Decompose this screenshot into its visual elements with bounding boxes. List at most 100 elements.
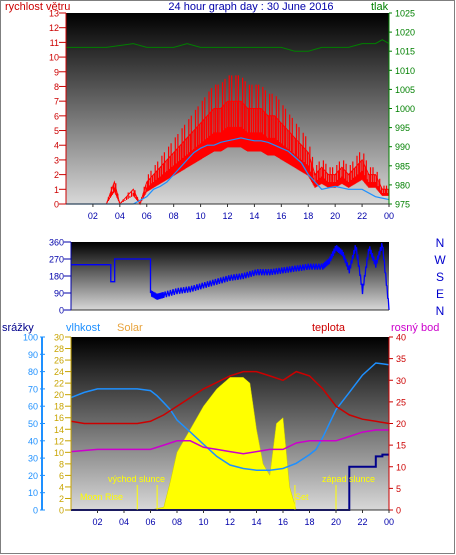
temperature-tick-label: 35 (396, 354, 406, 364)
rain-humidity-tick-label: 70 (28, 384, 38, 394)
humidity-axis-label: vlhkost (66, 322, 100, 334)
bottom-x-tick-label: 18 (304, 517, 314, 527)
pressure-tick-label: 990 (395, 142, 410, 152)
wind-speed-tick-label: 6 (54, 111, 59, 121)
wind-x-tick-label: 16 (276, 211, 286, 221)
wind-x-tick-label: 12 (222, 211, 232, 221)
rain-humidity-tick-label: 0 (33, 506, 38, 516)
rain-humidity-tick-label: 10 (28, 488, 38, 498)
rain-humidity-tick-label: 60 (28, 402, 38, 412)
wind-plot-area (66, 13, 389, 204)
wind-x-tick-label: 02 (88, 211, 98, 221)
bottom-x-tick-label: 14 (251, 517, 261, 527)
wind-speed-tick-label: 12 (49, 23, 59, 33)
wind-x-tick-label: 10 (196, 211, 206, 221)
pressure-tick-label: 1005 (395, 85, 415, 95)
pressure-tick-label: 1025 (395, 9, 415, 19)
bottom-x-tick-label: 04 (119, 517, 129, 527)
compass-letter: E (436, 287, 444, 301)
wind-x-tick-label: 08 (169, 211, 179, 221)
wind-speed-tick-label: 1 (54, 185, 59, 195)
wind-x-tick-label: 04 (115, 211, 125, 221)
rain-humidity-tick-label: 90 (28, 350, 38, 360)
compass-letter: S (436, 270, 444, 284)
temperature-tick-label: 0 (396, 506, 401, 516)
solar-tick-label: 26 (54, 356, 64, 366)
pressure-axis-label: tlak (371, 1, 389, 13)
temperature-tick-label: 25 (396, 397, 406, 407)
pressure-tick-label: 1020 (395, 28, 415, 38)
dewpoint-axis-label: rosný bod (391, 322, 439, 334)
wind-speed-tick-label: 5 (54, 126, 59, 136)
rain-humidity-tick-label: 40 (28, 436, 38, 446)
solar-axis-label: Solar (117, 322, 143, 334)
solar-tick-label: 0 (59, 506, 64, 516)
wind-speed-tick-label: 7 (54, 97, 59, 107)
wind-speed-tick-label: 3 (54, 155, 59, 165)
wind-direction-line (71, 242, 390, 311)
wind-x-tick-label: 22 (357, 211, 367, 221)
solar-tick-label: 12 (54, 436, 64, 446)
pressure-tick-label: 980 (395, 180, 410, 190)
compass-letter: N (436, 304, 445, 318)
wind-x-tick-label: 20 (330, 211, 340, 221)
wind-speed-tick-label: 11 (50, 38, 59, 48)
direction-tick-label: 180 (49, 272, 64, 282)
solar-tick-label: 30 (54, 333, 64, 343)
bottom-x-tick-label: 06 (145, 517, 155, 527)
wind-speed-tick-label: 8 (54, 82, 59, 92)
temperature-line (70, 370, 390, 425)
wind-speed-line (66, 137, 390, 205)
rain-humidity-tick-label: 80 (28, 367, 38, 377)
bottom-x-tick-label: 20 (331, 517, 341, 527)
wind-x-tick-label: 18 (303, 211, 313, 221)
rain-axis-label: srážky (2, 322, 34, 334)
temperature-tick-label: 5 (396, 484, 401, 494)
wind-speed-tick-label: 4 (54, 141, 59, 151)
solar-tick-label: 8 (59, 459, 64, 469)
wind-x-tick-label: 00 (384, 211, 394, 221)
bottom-x-tick-label: 10 (198, 517, 208, 527)
direction-tick-label: 90 (54, 289, 64, 299)
wind-speed-tick-label: 10 (49, 53, 59, 63)
humidity-line (70, 362, 390, 471)
rain-humidity-tick-label: 50 (28, 419, 38, 429)
direction-plot-area (71, 242, 389, 310)
pressure-tick-label: 1015 (395, 47, 415, 57)
direction-tick-label: 0 (59, 306, 64, 316)
wind-speed-tick-label: 0 (54, 200, 59, 210)
moon-rise-annotation: Moon Rise (80, 492, 123, 502)
bottom-x-tick-label: 22 (357, 517, 367, 527)
solar-tick-label: 2 (59, 494, 64, 504)
bottom-x-tick-label: 00 (384, 517, 394, 527)
solar-tick-label: 24 (54, 367, 64, 377)
compass-letter: N (436, 236, 445, 250)
direction-tick-label: 360 (49, 238, 64, 248)
wind-speed-tick-label: 2 (54, 170, 59, 180)
wind-speed-tick-label: 9 (54, 67, 59, 77)
wind-speed-tick-label: 13 (49, 9, 59, 19)
solar-area (124, 377, 310, 511)
bottom-x-tick-label: 16 (278, 517, 288, 527)
temperature-tick-label: 15 (396, 441, 406, 451)
moon-set-annotation: Moon Set (270, 492, 309, 502)
solar-tick-label: 28 (54, 344, 64, 354)
temperature-tick-label: 40 (396, 333, 406, 343)
wind-x-tick-label: 06 (142, 211, 152, 221)
temperature-tick-label: 10 (396, 462, 406, 472)
compass-letter: W (434, 253, 446, 267)
solar-tick-label: 4 (59, 482, 64, 492)
wind-x-tick-label: 14 (249, 211, 259, 221)
direction-tick-label: 270 (49, 255, 64, 265)
solar-tick-label: 14 (54, 425, 64, 435)
temperature-tick-label: 20 (396, 419, 406, 429)
pressure-tick-label: 1000 (395, 104, 415, 114)
temperature-axis-label: teplota (312, 322, 346, 334)
rain-humidity-tick-label: 100 (23, 333, 38, 343)
rain-humidity-tick-label: 30 (28, 454, 38, 464)
solar-tick-label: 20 (54, 390, 64, 400)
chart-title: 24 hour graph day : 30 June 2016 (168, 1, 333, 13)
solar-tick-label: 22 (54, 379, 64, 389)
